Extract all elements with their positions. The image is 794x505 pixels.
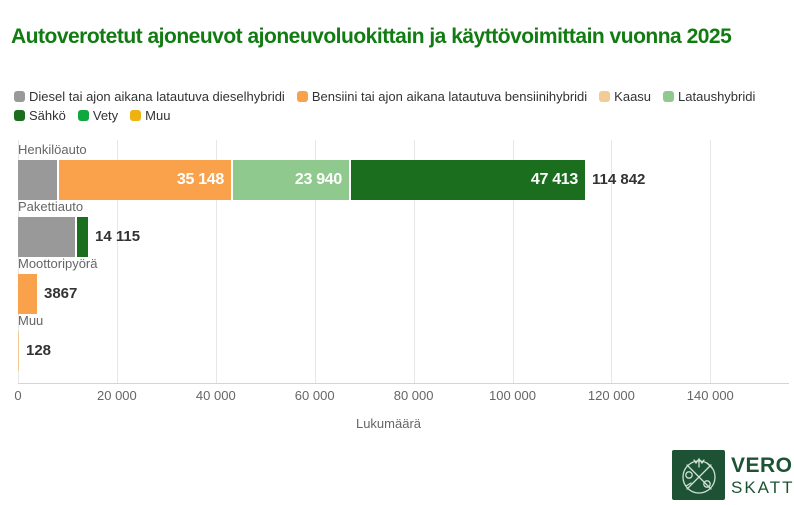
legend-label: Diesel tai ajon aikana latautuva dieselh… — [29, 89, 285, 104]
segment-value-label: 47 413 — [530, 171, 578, 188]
legend: Diesel tai ajon aikana latautuva dieselh… — [14, 89, 786, 123]
bar-segment[interactable] — [18, 274, 37, 314]
bar-total-label: 128 — [26, 342, 52, 359]
vero-emblem — [672, 450, 725, 500]
legend-item[interactable]: Sähkö — [14, 108, 66, 123]
legend-swatch-icon — [599, 91, 611, 102]
legend-swatch-icon — [14, 110, 25, 121]
segment-value-label: 35 148 — [176, 171, 224, 188]
gridline — [413, 140, 415, 383]
vero-skatt-wordmark: VERO SKATT — [731, 455, 794, 496]
stacked-bar: 35 148 23 940 47 413 — [18, 160, 759, 200]
category-label: Moottoripyörä — [18, 256, 98, 271]
legend-item[interactable]: Diesel tai ajon aikana latautuva dieselh… — [14, 89, 285, 104]
x-axis-title: Lukumäärä — [355, 416, 422, 431]
chart-row: Muu 128 — [18, 313, 759, 371]
bar-segment[interactable] — [18, 331, 19, 371]
bar-segment[interactable]: 35 148 — [59, 160, 233, 200]
gridline — [215, 140, 217, 383]
legend-item[interactable]: Lataushybridi — [663, 89, 755, 104]
category-label: Henkilöauto — [18, 142, 87, 157]
gridline — [314, 140, 316, 383]
stacked-bar — [18, 331, 759, 371]
legend-item[interactable]: Bensiini tai ajon aikana latautuva bensi… — [296, 89, 588, 104]
legend-swatch-icon — [77, 110, 89, 121]
chart-row: Moottoripyörä 3867 — [18, 256, 759, 314]
legend-label: Sähkö — [29, 108, 66, 123]
legend-label: Muu — [145, 108, 171, 123]
bar-total-label: 114 842 — [592, 171, 646, 188]
vero-emblem-icon — [681, 457, 716, 494]
bar-segment[interactable] — [18, 217, 77, 257]
stacked-bar — [18, 217, 759, 257]
gridline — [512, 140, 514, 383]
chart-row: Henkilöauto 35 148 23 940 47 413 114 842 — [18, 142, 759, 200]
bar-total-label: 14 115 — [95, 228, 141, 245]
gridline — [710, 140, 712, 383]
legend-swatch-icon — [130, 110, 142, 121]
legend-label: Bensiini tai ajon aikana latautuva bensi… — [311, 89, 588, 104]
category-label: Pakettiauto — [18, 199, 84, 214]
x-axis-line — [18, 383, 789, 384]
stacked-bar — [18, 274, 759, 314]
x-axis-tick-labels: 0 20 000 40 000 60 000 80 000 100 000 120 000 1… — [14, 388, 759, 404]
legend-swatch-icon — [663, 91, 675, 102]
gridline — [18, 140, 19, 383]
legend-swatch-icon — [14, 91, 25, 102]
x-axis-tick-label: 120 000 — [587, 388, 635, 403]
legend-swatch-icon — [296, 91, 308, 102]
legend-item[interactable]: Vety — [77, 108, 119, 123]
x-axis-tick-label: 100 000 — [489, 388, 536, 403]
chart-title: Autoverotetut ajoneuvot ajoneuvoluokitta… — [11, 25, 732, 49]
legend-label: Lataushybridi — [678, 89, 756, 104]
bar-total-label: 3867 — [44, 285, 78, 302]
bar-segment[interactable]: 23 940 — [233, 160, 351, 200]
x-axis-tick-label: 40 000 — [195, 388, 236, 403]
vero-wordmark: VERO — [731, 453, 793, 477]
x-axis-tick-label: 80 000 — [393, 388, 434, 403]
legend-item[interactable]: Kaasu — [599, 89, 651, 104]
chart-row: Pakettiauto 14 115 — [18, 199, 759, 257]
bar-segment[interactable] — [18, 160, 59, 200]
category-label: Muu — [18, 313, 44, 328]
bar-segment[interactable] — [77, 217, 88, 257]
x-axis-tick-label: 20 000 — [97, 388, 137, 403]
segment-value-label: 23 940 — [294, 171, 342, 188]
legend-label: Kaasu — [614, 89, 652, 104]
bar-segment[interactable]: 47 413 — [351, 160, 585, 200]
legend-label: Vety — [92, 108, 119, 123]
plot-area: Henkilöauto 35 148 23 940 47 413 114 842 Pake… — [18, 140, 759, 383]
x-axis-tick-label: 0 — [14, 388, 22, 403]
gridline — [611, 140, 613, 383]
skatt-wordmark: SKATT — [731, 477, 794, 497]
vero-skatt-logo: VERO SKATT — [672, 450, 794, 500]
gridline — [116, 140, 118, 383]
x-axis-tick-label: 140 000 — [686, 388, 734, 403]
legend-item[interactable]: Muu — [130, 108, 170, 123]
x-axis-tick-label: 60 000 — [294, 388, 335, 403]
